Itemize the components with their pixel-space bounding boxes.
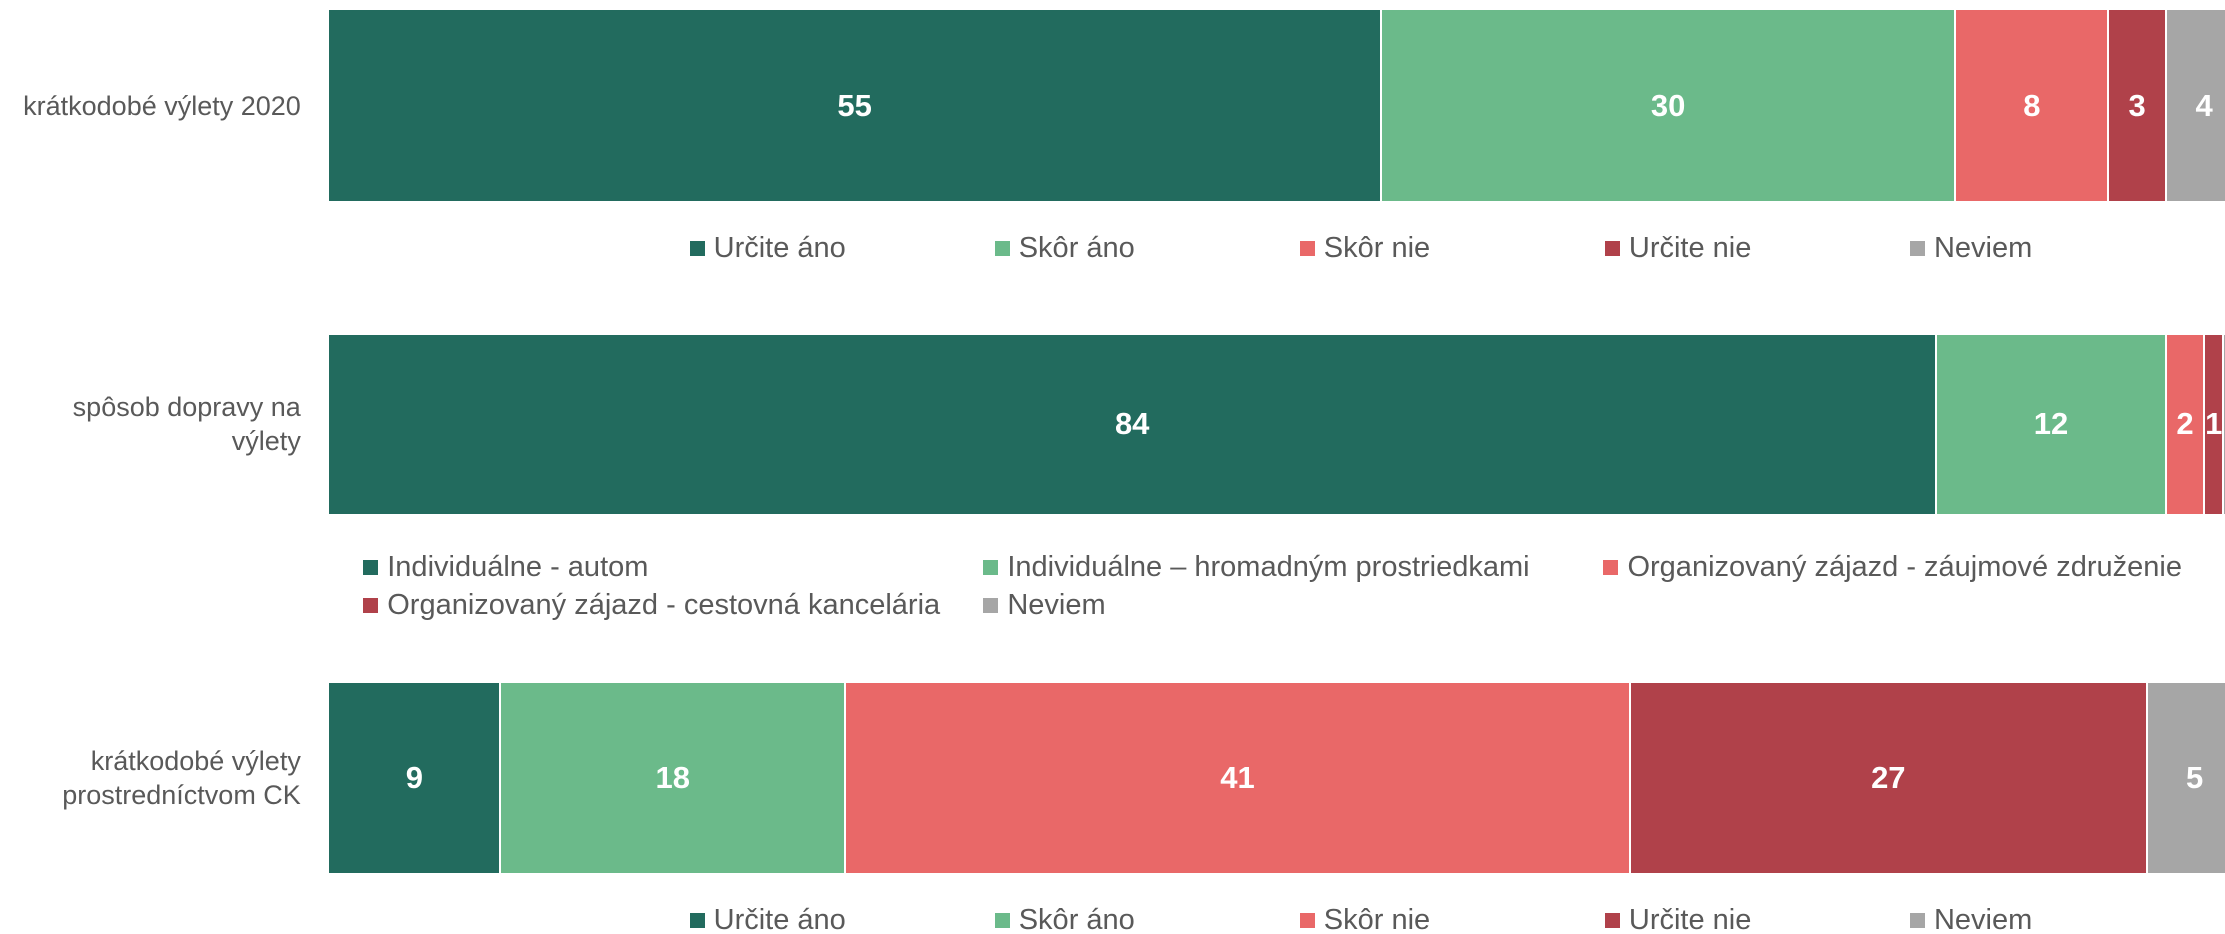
data-label: 30 — [1650, 87, 1686, 123]
legend-swatch — [689, 913, 705, 929]
bar-segment: 41 — [846, 682, 1631, 873]
legend-item: Neviem — [983, 586, 1106, 626]
bar-segment: 27 — [1630, 682, 2148, 873]
data-label: 3 — [2128, 87, 2146, 123]
legend-label: Skôr nie — [1323, 904, 1431, 934]
legend-label: Organizovaný zájazd - cestovná kancelári… — [387, 589, 941, 622]
legend-label: Individuálne – hromadným prostriedkami — [1007, 551, 1530, 584]
legend-swatch — [1604, 240, 1620, 256]
legend-item: Určite áno — [689, 901, 846, 934]
bar-segment: 18 — [501, 682, 847, 873]
bar-segment: 2 — [2166, 334, 2206, 514]
legend-label: Určite áno — [713, 904, 846, 934]
legend-swatch — [1909, 240, 1925, 256]
legend-label: Organizovaný zájazd - záujmové združenie — [1627, 551, 2182, 584]
legend-item: Určite nie — [1604, 228, 1752, 268]
category-label: krátkodobé výlety 2020 — [23, 90, 301, 121]
data-label: 5 — [2185, 759, 2204, 795]
legend-swatch — [363, 598, 379, 614]
legend-item: Individuálne – hromadným prostriedkami — [983, 548, 1530, 588]
bar-segment: 3 — [2109, 9, 2167, 202]
legend-item: Individuálne - autom — [363, 548, 648, 588]
legend-swatch — [983, 598, 999, 614]
legend-swatch — [1909, 913, 1925, 929]
legend-swatch — [983, 560, 999, 576]
legend-swatch — [1299, 240, 1315, 256]
legend-label: Určite nie — [1628, 231, 1752, 264]
bar-segment: 9 — [329, 682, 502, 873]
legend-item: Určite áno — [689, 228, 846, 268]
legend-label: Neviem — [1933, 231, 2033, 264]
category-label: spôsob dopravy na výlety — [72, 392, 301, 457]
legend-label: Skôr nie — [1323, 231, 1431, 264]
bar-segment: 4 — [2166, 9, 2225, 202]
legend-label: Určite áno — [713, 231, 846, 264]
legend-item: Skôr nie — [1299, 901, 1431, 934]
legend-item: Neviem — [1909, 228, 2033, 268]
legend-item: Skôr nie — [1299, 228, 1431, 268]
data-label: 27 — [1871, 759, 1906, 795]
legend-swatch — [1299, 913, 1315, 929]
legend-label: Skôr áno — [1018, 231, 1135, 264]
legend-swatch — [994, 913, 1010, 929]
bar-segment: 84 — [329, 334, 1938, 514]
legend-item: Organizovaný zájazd - cestovná kancelári… — [363, 586, 940, 626]
category-label: krátkodobé výlety prostredníctvom CK — [62, 745, 301, 810]
data-label: 41 — [1220, 759, 1255, 795]
bar-segment: 12 — [1937, 334, 2167, 514]
data-label: 4 — [2195, 87, 2213, 123]
legend-item: Organizovaný zájazd - záujmové združenie — [1603, 548, 2182, 588]
data-label: 1 — [2205, 406, 2223, 442]
bar-segment: 1 — [2205, 334, 2225, 514]
legend-swatch — [689, 240, 705, 256]
data-label: 12 — [2033, 406, 2069, 442]
data-label: 2 — [2176, 406, 2194, 442]
legend-label: Neviem — [1007, 589, 1106, 622]
data-label: 8 — [2023, 87, 2041, 123]
bar-segment: 8 — [1956, 9, 2110, 202]
legend-swatch — [1604, 913, 1620, 929]
data-label: 55 — [837, 87, 872, 123]
legend-label: Určite nie — [1628, 904, 1752, 934]
legend-swatch — [1603, 560, 1619, 576]
legend-label: Neviem — [1933, 904, 2033, 934]
legend-label: Individuálne - autom — [387, 551, 649, 584]
legend-item: Neviem — [1909, 901, 2033, 934]
bar-segment: 30 — [1382, 9, 1957, 202]
bar-segment: 5 — [2147, 682, 2225, 873]
data-label: 9 — [405, 759, 423, 795]
legend-item: Skôr áno — [994, 228, 1135, 268]
legend-item: Skôr áno — [994, 901, 1135, 934]
data-label: 84 — [1114, 406, 1150, 442]
legend-swatch — [363, 560, 379, 576]
legend-item: Určite nie — [1604, 901, 1752, 934]
data-label: 18 — [655, 759, 690, 795]
legend-label: Skôr áno — [1018, 904, 1135, 934]
legend-swatch — [994, 240, 1010, 256]
bar-segment: 55 — [329, 9, 1383, 202]
